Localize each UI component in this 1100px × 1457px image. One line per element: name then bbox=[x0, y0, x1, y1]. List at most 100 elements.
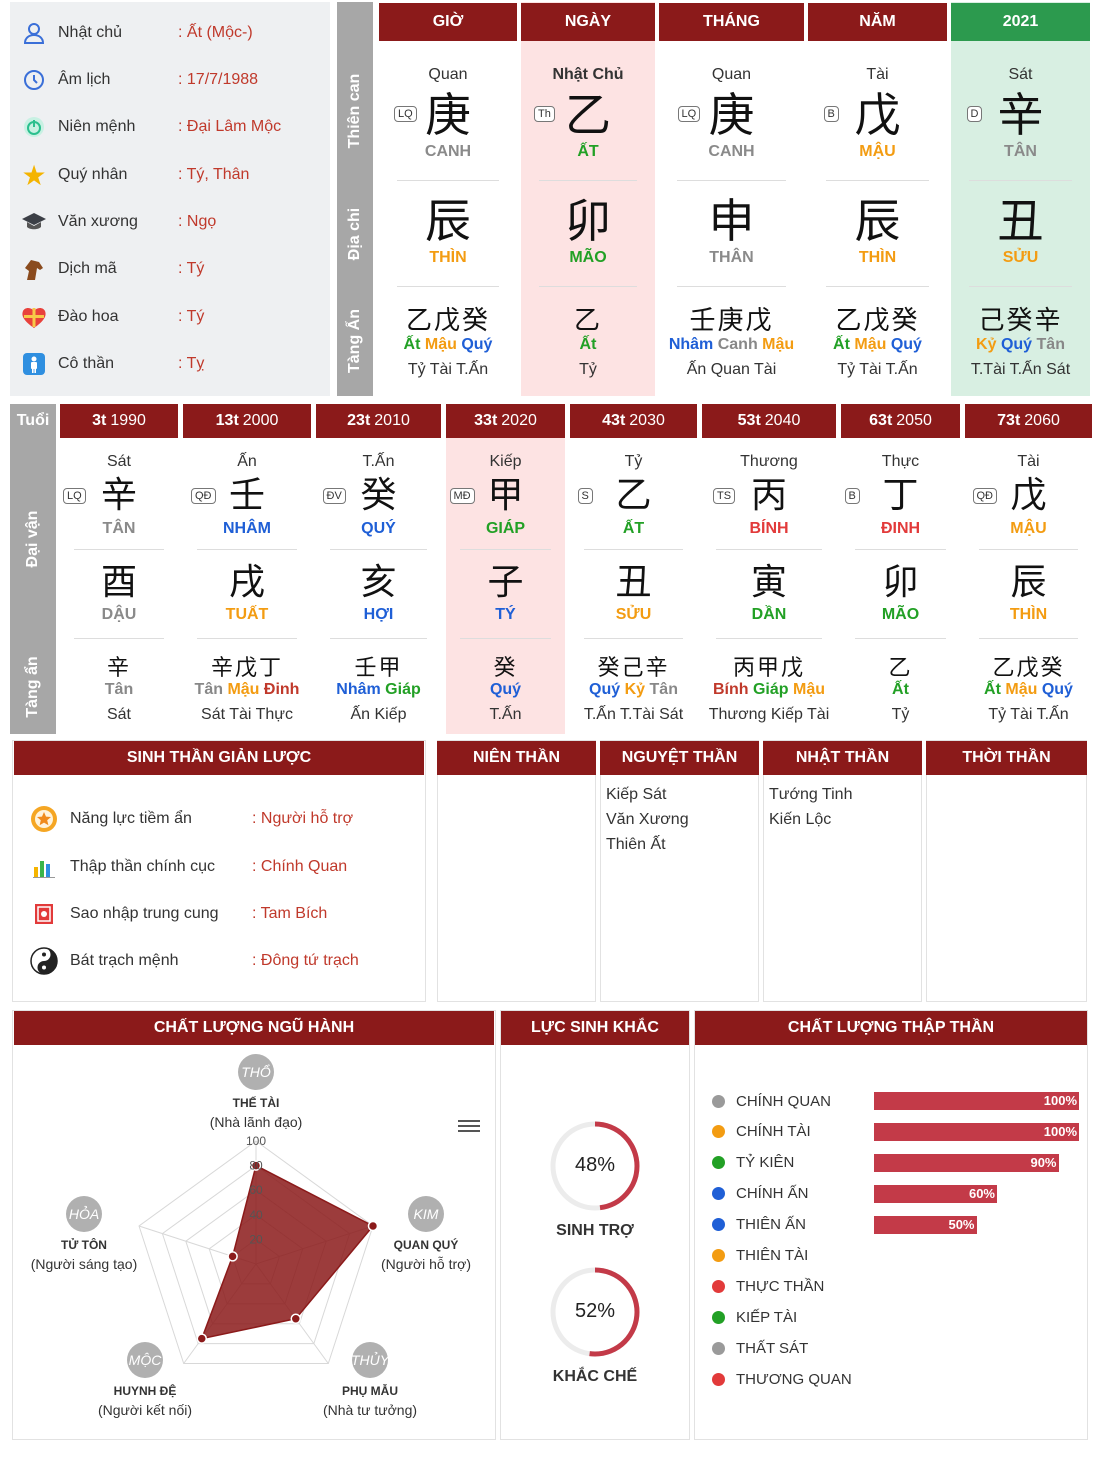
daivan-god: Thương bbox=[740, 453, 798, 470]
sinhthan-row: Bát trạch mệnh: Đông tứ trạch bbox=[30, 946, 359, 976]
hidden-stem-name: Ất bbox=[892, 681, 909, 698]
info-panel: Nhật chủ: Ất (Mộc-) Âm lịch: 17/7/1988 Niê… bbox=[10, 2, 330, 396]
pillar-header: 2021 bbox=[951, 3, 1090, 41]
thapthan-bar-label: 100% bbox=[1043, 1123, 1077, 1139]
radar-point-KIM[interactable] bbox=[367, 1220, 379, 1232]
daivan-column bbox=[841, 404, 960, 734]
daivan-stem-char: 壬 bbox=[228, 475, 265, 516]
pillar-header: GIỜ bbox=[379, 3, 517, 41]
hidden-stem-name: Ất bbox=[403, 336, 421, 353]
hidden-stem-name: Mậu bbox=[762, 336, 795, 353]
thapthan-label: CHÍNH QUAN bbox=[736, 1092, 832, 1110]
daivan-hidden-gods: Ấn Kiếp bbox=[350, 706, 407, 723]
radar-point-HỎA[interactable] bbox=[227, 1251, 238, 1262]
info-label: Âm lịch bbox=[58, 71, 111, 88]
divider bbox=[584, 549, 683, 550]
divider bbox=[855, 549, 946, 550]
pillar-hidden-chars: 乙戊癸 bbox=[405, 306, 490, 336]
daivan-branch-name: DẬU bbox=[101, 606, 137, 623]
thapthan-label: TỶ KIÊN bbox=[736, 1154, 795, 1172]
thapthan-label: CHÍNH ẤN bbox=[736, 1185, 809, 1203]
radar-tick-label: 20 bbox=[249, 1232, 263, 1246]
daivan-hidden-chars: 乙戊癸 bbox=[992, 656, 1065, 681]
element-node-desc: (Nhà tư tưởng) bbox=[323, 1402, 417, 1418]
user-icon bbox=[18, 18, 50, 48]
hidden-stem-name: Ất bbox=[833, 336, 850, 353]
side-label-tang-an-daivan: Tàng ẩn bbox=[24, 656, 41, 718]
radar-point-MỘC[interactable] bbox=[196, 1333, 208, 1344]
star-item: Kiếp Sát bbox=[606, 786, 667, 803]
pillar-branch-name: THÂN bbox=[709, 249, 754, 266]
divider bbox=[969, 286, 1072, 287]
hidden-stem-name: Canh bbox=[717, 336, 758, 353]
thapthan-row: THƯƠNG QUAN bbox=[712, 1368, 862, 1390]
hidden-stem-name: Nhâm bbox=[336, 681, 381, 698]
pillar-tag: LQ bbox=[394, 106, 417, 122]
pillar-hidden-chars: 乙戊癸 bbox=[835, 306, 920, 336]
hidden-stem-name: Quý bbox=[1041, 681, 1073, 698]
daivan-branch-char: 寅 bbox=[750, 562, 787, 603]
divider bbox=[330, 638, 427, 639]
daivan-branch-char: 辰 bbox=[1010, 562, 1047, 603]
element-node-circle bbox=[352, 1342, 388, 1378]
daivan-branch-name: HỢI bbox=[363, 606, 394, 623]
pillar-column bbox=[951, 2, 1090, 396]
info-row: ★ Quý nhân: Tý, Thân bbox=[18, 159, 328, 191]
hidden-stem-name: Mậu bbox=[1005, 681, 1038, 698]
daivan-tag: TS bbox=[713, 488, 736, 504]
pillar-branch-char: 辰 bbox=[854, 194, 901, 248]
element-node-desc: (Người hỗ trợ) bbox=[381, 1256, 471, 1272]
pillar-stem-char: 辛 bbox=[997, 88, 1044, 142]
sinhthan-label: Sao nhập trung cung bbox=[70, 905, 219, 922]
daivan-header: 43t 2030 bbox=[570, 404, 697, 438]
daivan-hidden-names: Tân Mậu Đinh bbox=[183, 681, 311, 699]
pillar-branch-char: 丑 bbox=[997, 194, 1044, 248]
pillar-hidden-names: Kỷ Quý Tân bbox=[951, 336, 1090, 354]
thapthan-row: THIÊN ẤN 50% bbox=[712, 1214, 977, 1236]
radar-point-THỦY[interactable] bbox=[290, 1313, 302, 1324]
daivan-age: 33t bbox=[474, 412, 498, 429]
daivan-branch-char: 亥 bbox=[360, 562, 397, 603]
pillar-column bbox=[521, 2, 655, 396]
element-node-circle bbox=[66, 1196, 102, 1232]
star-icon: ★ bbox=[21, 159, 47, 191]
pillar-column bbox=[379, 2, 517, 396]
daivan-stem-name: NHÂM bbox=[223, 520, 271, 537]
daivan-column bbox=[60, 404, 178, 734]
daivan-branch-char: 丑 bbox=[615, 562, 652, 603]
daivan-stem-char: 甲 bbox=[487, 475, 524, 516]
element-node-name: HUYNH ĐỆ bbox=[114, 1383, 177, 1398]
star-item: Kiến Lộc bbox=[769, 811, 832, 828]
thapthan-label: THIÊN ẤN bbox=[736, 1216, 807, 1234]
element-node-label: HỎA bbox=[69, 1205, 99, 1222]
divider bbox=[677, 180, 786, 181]
daivan-god: Sát bbox=[106, 453, 131, 470]
daivan-tag: MĐ bbox=[449, 488, 475, 504]
element-node-name: THẾ TÀI bbox=[233, 1095, 280, 1110]
radar-point-THỔ[interactable] bbox=[250, 1160, 262, 1171]
thapthan-bar: 90% bbox=[874, 1153, 1059, 1172]
radar-tick-label: 40 bbox=[249, 1208, 263, 1222]
thapthan-dot bbox=[712, 1279, 725, 1293]
element-node-label: THỦY bbox=[351, 1351, 391, 1368]
thapthan-row: CHÍNH ẤN 60% bbox=[712, 1183, 997, 1205]
hamburger-menu-icon[interactable] bbox=[458, 1118, 480, 1134]
daivan-god: T.Ấn bbox=[362, 453, 395, 470]
daivan-age: 63t bbox=[869, 412, 893, 429]
thapthan-dot bbox=[712, 1372, 725, 1386]
daivan-age: 13t bbox=[215, 412, 239, 429]
than-header-nhat: NHẬT THẦN bbox=[763, 741, 922, 775]
daivan-branch-name: MÃO bbox=[881, 606, 920, 623]
pillar-header: THÁNG bbox=[659, 3, 804, 41]
pillar-header: NGÀY bbox=[521, 3, 655, 41]
info-value: : Tý, Thân bbox=[178, 166, 250, 183]
daivan-side-band bbox=[10, 404, 56, 734]
pillar-stem-char: 庚 bbox=[425, 88, 471, 142]
sinhthan-value: : Đông tứ trạch bbox=[252, 952, 359, 969]
than-header-nguyet: NGUYỆT THẦN bbox=[600, 741, 759, 775]
info-row: Dịch mã: Tý bbox=[18, 254, 328, 284]
daivan-stem-name: MẬU bbox=[1010, 520, 1047, 537]
daivan-god: Tỷ bbox=[624, 453, 643, 470]
daivan-age: 73t bbox=[997, 412, 1021, 429]
hidden-stem-name: Quý bbox=[489, 681, 522, 698]
